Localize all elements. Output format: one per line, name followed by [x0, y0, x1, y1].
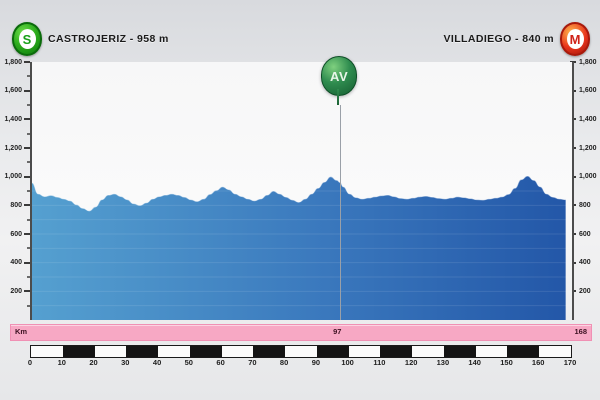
feed-zone-guide-line — [340, 105, 342, 320]
start-badge-letter: S — [18, 29, 36, 49]
ruler-segment — [316, 346, 349, 357]
finish-marker: M VILLADIEGO - 840 m — [444, 22, 590, 56]
y-tick-label: 1,600 — [579, 87, 597, 95]
ruler-segment — [380, 346, 413, 357]
y-tick-label: 600 — [10, 230, 22, 238]
ruler-segment — [443, 346, 476, 357]
y-tick-label: 400 — [10, 259, 22, 267]
ruler-label-40: 40 — [152, 358, 162, 367]
feed-zone-pin-icon: AV — [321, 56, 358, 105]
y-tick-label: 200 — [579, 287, 591, 295]
ruler-segment — [285, 346, 317, 357]
ruler-label-10: 10 — [57, 358, 66, 367]
ruler-label-60: 60 — [216, 358, 225, 367]
start-circle-icon: S — [12, 22, 42, 56]
y-tick-label: 1,400 — [4, 115, 22, 123]
ruler-label-140: 140 — [468, 358, 481, 367]
ruler-segment — [507, 346, 540, 357]
y-tick-label: 200 — [10, 287, 22, 295]
ruler-segment — [126, 346, 159, 357]
y-tick-label: 1,600 — [4, 87, 22, 95]
ruler-label-80: 80 — [279, 358, 289, 367]
ruler-label-20: 20 — [89, 358, 98, 367]
y-tick-label: 400 — [579, 259, 591, 267]
y-tick-label: 1,200 — [4, 144, 22, 152]
ruler-segment — [31, 346, 63, 357]
y-tick-label: 1,200 — [579, 144, 597, 152]
finish-circle-icon: M — [560, 22, 590, 56]
ruler-segment — [348, 346, 381, 357]
y-tick-label: 800 — [10, 201, 22, 209]
chart-header: S CASTROJERIZ - 958 m M VILLADIEGO - 840… — [0, 0, 600, 56]
ruler-segment — [539, 346, 571, 357]
y-axis-left: 200 400 600 800 1,000 1,200 1,400 1,600 1,800 — [0, 58, 30, 320]
y-tick-label: 1,400 — [579, 115, 597, 123]
feed-zone-label: AV — [330, 68, 349, 84]
km-bar-right-label: 168 — [574, 327, 587, 336]
distance-ruler — [30, 345, 572, 358]
km-bar-left-label: Km — [15, 327, 28, 336]
km-bar-mid-label: 97 — [333, 327, 342, 336]
finish-location-label: VILLADIEGO - 840 m — [443, 33, 554, 45]
ruler-label-110: 110 — [373, 358, 386, 367]
ruler-label-70: 70 — [248, 358, 257, 367]
start-marker: S CASTROJERIZ - 958 m — [12, 22, 169, 56]
feed-zone-marker: AV — [321, 56, 358, 105]
ruler-label-90: 90 — [311, 358, 321, 367]
ruler-label-150: 150 — [500, 358, 513, 367]
ruler-label-120: 120 — [404, 358, 418, 367]
ruler-segment — [189, 346, 222, 357]
ruler-segment — [412, 346, 444, 357]
y-tick-label: 800 — [579, 201, 591, 209]
ruler-label-160: 160 — [531, 358, 545, 367]
ruler-segment — [158, 346, 190, 357]
ruler-segment — [62, 346, 95, 357]
distance-ruler-labels: 0 10 20 30 40 50 60 70 80 90 100 110 120 130 140 150 160… — [0, 358, 600, 372]
y-tick-label: 600 — [579, 230, 591, 238]
ruler-segment — [221, 346, 254, 357]
finish-badge-letter: M — [566, 29, 584, 49]
ruler-label-0: 0 — [27, 358, 33, 367]
y-tick-label: 1,000 — [579, 173, 597, 181]
ruler-label-130: 130 — [436, 358, 450, 367]
ruler-label-50: 50 — [184, 358, 193, 367]
elevation-profile-plot — [30, 62, 574, 320]
ruler-segment — [475, 346, 508, 357]
feed-zone-pin-stem — [337, 89, 340, 105]
y-axis-right: 200 400 600 800 1,000 1,200 1,400 1,600 1,800 — [570, 58, 600, 320]
ruler-segment — [253, 346, 286, 357]
y-tick-label: 1,800 — [4, 58, 22, 66]
ruler-label-100: 100 — [341, 358, 354, 367]
ruler-segment — [94, 346, 127, 357]
ruler-label-170: 170 — [563, 358, 577, 367]
y-tick-label: 1,000 — [4, 173, 22, 181]
elevation-area-series — [32, 175, 572, 320]
start-location-label: CASTROJERIZ - 958 m — [48, 33, 169, 45]
ruler-label-30: 30 — [121, 358, 130, 367]
km-bar: Km 97 168 — [10, 324, 592, 341]
feed-zone-label-circle: AV — [321, 56, 358, 96]
y-tick-label: 1,800 — [579, 58, 597, 66]
